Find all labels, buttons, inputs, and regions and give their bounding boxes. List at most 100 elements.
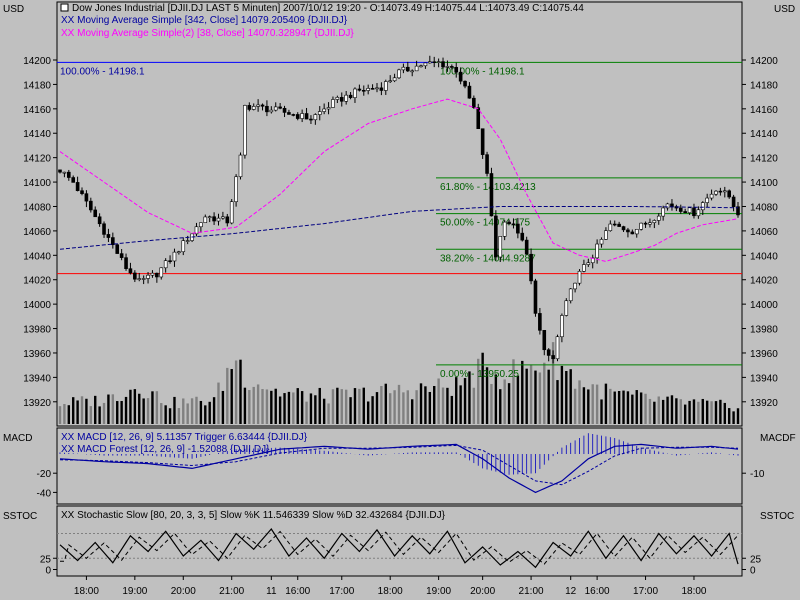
time-tick-label: 21:00 xyxy=(219,586,244,597)
candle-body xyxy=(696,209,701,217)
volume-bar xyxy=(274,388,277,424)
candle-body xyxy=(124,257,128,269)
volume-bar xyxy=(195,396,198,424)
candle-body xyxy=(582,264,586,272)
volume-bar xyxy=(243,387,247,424)
candle-body xyxy=(322,108,326,112)
price-tick-label-left: 14180 xyxy=(23,80,51,91)
volume-bar xyxy=(305,401,308,424)
stoch-panel-frame xyxy=(56,505,743,577)
candle-body xyxy=(185,240,190,242)
volume-bar xyxy=(595,384,599,424)
volume-bar xyxy=(344,389,348,424)
volume-bar xyxy=(402,392,405,424)
candle-body xyxy=(643,222,648,225)
volume-bar xyxy=(705,400,709,424)
volume-bar xyxy=(560,365,564,424)
volume-bar xyxy=(666,396,669,424)
candle-body xyxy=(111,237,115,246)
volume-bar xyxy=(300,391,304,424)
volume-bar xyxy=(111,394,115,424)
candle-body xyxy=(516,223,520,234)
candle-body xyxy=(361,89,366,92)
volume-bar xyxy=(138,393,141,424)
stoch-tick-label-left: 0 xyxy=(45,566,51,577)
volume-bar xyxy=(340,389,343,424)
time-tick-label: 19:00 xyxy=(426,586,451,597)
candle-body xyxy=(520,232,525,241)
volume-bar xyxy=(283,393,286,424)
volume-bar xyxy=(494,374,498,424)
candle-body xyxy=(731,196,736,207)
candle-body xyxy=(71,177,76,183)
fib-level-label: 38.20% - 14044.9287 xyxy=(440,253,536,264)
candle-body xyxy=(683,211,687,214)
volume-bar xyxy=(168,408,172,424)
candle-body xyxy=(577,270,582,284)
price-tick-label-left: 14120 xyxy=(23,154,51,165)
candle-body xyxy=(414,65,419,72)
candle-body xyxy=(370,88,375,90)
candle-body xyxy=(467,85,472,99)
volume-bar xyxy=(428,391,432,424)
candle-body xyxy=(612,223,617,226)
volume-bar xyxy=(226,367,229,424)
macd-trigger-line xyxy=(59,444,739,486)
candle-body xyxy=(273,106,278,111)
volume-bar xyxy=(639,392,643,424)
volume-bar xyxy=(331,389,335,424)
fib-level-label: 61.80% - 14103.4213 xyxy=(440,182,536,193)
candle-body xyxy=(652,220,657,223)
candle-body xyxy=(599,239,604,245)
volume-bar xyxy=(446,387,449,424)
candle-body xyxy=(529,253,533,282)
candle-body xyxy=(489,173,494,217)
volume-bar xyxy=(393,390,396,424)
fibonacci-levels: 100.00% - 14198.1 61.80% - 14103.4213 50.0… xyxy=(436,61,742,380)
volume-bar xyxy=(547,369,550,424)
volume-bar xyxy=(256,384,260,424)
volume-bar xyxy=(719,399,722,424)
fib-left-label: 100.00% - 14198.1 xyxy=(60,66,145,77)
candle-body xyxy=(736,206,740,216)
volume-bar xyxy=(714,401,718,424)
candle-body xyxy=(247,105,252,110)
candle-body xyxy=(727,190,731,198)
candle-body xyxy=(221,216,225,219)
time-axis: 18:00 19:00 20:00 21:00 11 16:00 17:00 18:00 19:… xyxy=(74,576,707,597)
volume-bar xyxy=(107,394,110,424)
volume-bar xyxy=(116,401,119,424)
candle-body xyxy=(216,217,221,222)
volume-bar xyxy=(653,401,656,424)
candle-body xyxy=(383,81,388,91)
candle-body xyxy=(181,240,186,253)
price-tick-label-right: 13980 xyxy=(750,325,778,336)
candle-body xyxy=(397,69,401,79)
fib-level-label: 0.00% - 13950.25 xyxy=(440,369,519,380)
candle-body xyxy=(436,61,441,63)
candle-body xyxy=(432,61,437,64)
volume-bar xyxy=(534,370,537,424)
candle-body xyxy=(207,216,212,219)
candle-body xyxy=(269,109,274,113)
volume-bar xyxy=(727,408,731,424)
candle-body xyxy=(441,61,445,68)
candle-body xyxy=(401,66,406,71)
volume-bar xyxy=(622,390,625,424)
volume-bar xyxy=(450,395,454,424)
time-tick-label: 19:00 xyxy=(122,586,147,597)
price-tick-label-left: 14000 xyxy=(23,300,51,311)
candle-body xyxy=(102,223,106,235)
candle-body xyxy=(238,154,243,178)
candle-body xyxy=(687,207,692,214)
candle-body xyxy=(410,70,415,73)
stoch-label: XX Stochastic Slow [80, 20, 3, 3, 5] Slo… xyxy=(61,510,446,521)
volume-bar xyxy=(336,387,339,424)
candle-body xyxy=(146,274,150,279)
volume-bar xyxy=(556,380,559,424)
candle-body xyxy=(155,272,159,278)
candle-body xyxy=(670,203,674,207)
volume-bar xyxy=(578,380,581,424)
candle-body xyxy=(560,315,564,338)
time-tick-label: 18:00 xyxy=(378,586,403,597)
